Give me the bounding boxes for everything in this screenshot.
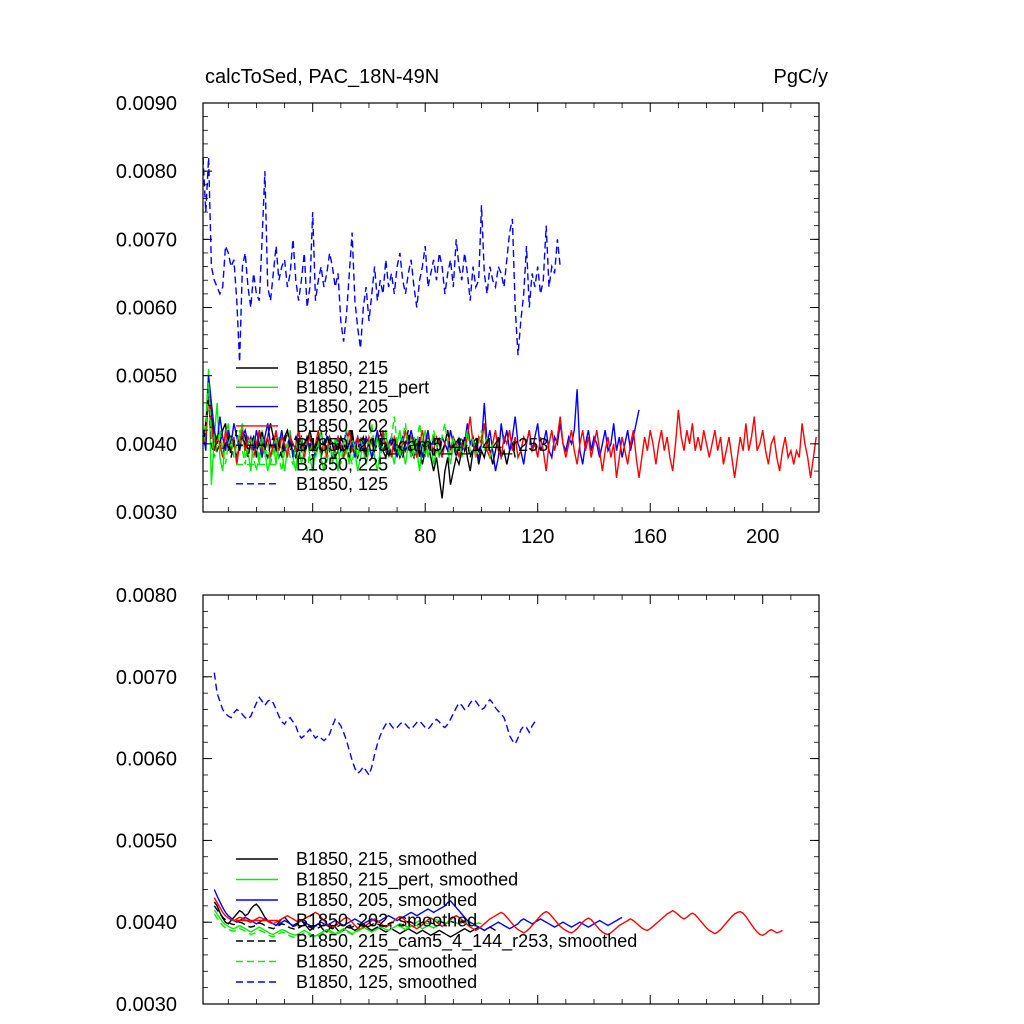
top-y-tick-label: 0.0040 bbox=[116, 434, 177, 456]
bottom-legend-label-5: B1850, 225, smoothed bbox=[296, 952, 477, 972]
bottom-y-tick-label: 0.0050 bbox=[116, 830, 177, 852]
top-series-line-6 bbox=[202, 157, 561, 363]
bottom-y-tick-label: 0.0060 bbox=[116, 749, 177, 771]
top-axes: 0.0030 0.0040 0.0050 0.0060 0.0070 0.0080 0.00… bbox=[116, 93, 820, 548]
top-x-tick-label: 40 bbox=[302, 526, 324, 548]
bottom-legend-label-4: B1850, 215_cam5_4_144_r253, smoothed bbox=[296, 931, 637, 952]
bottom-y-tick-label: 0.0070 bbox=[116, 667, 177, 689]
bottom-y-tick-label: 0.0030 bbox=[116, 994, 177, 1016]
top-legend-label-4: B1850, 215_cam5_4_144_r253 bbox=[296, 435, 548, 456]
bottom-series-line-0 bbox=[213, 901, 496, 938]
top-x-tick-label: 120 bbox=[521, 526, 554, 548]
top-series-group bbox=[202, 157, 817, 499]
top-x-tick-label: 80 bbox=[414, 526, 436, 548]
top-panel: calcToSed, PAC_18N-49N PgC/y 0.0030 0.004… bbox=[116, 66, 828, 548]
bottom-plot-frame bbox=[202, 594, 820, 1005]
bottom-series-line-2 bbox=[213, 889, 623, 932]
bottom-series-line-5 bbox=[213, 913, 482, 939]
bottom-series-line-4 bbox=[213, 905, 471, 931]
top-legend-label-6: B1850, 125 bbox=[296, 474, 388, 494]
bottom-legend-label-1: B1850, 215_pert, smoothed bbox=[296, 870, 518, 891]
top-legend-label-5: B1850, 225 bbox=[296, 455, 388, 475]
bottom-y-tick-label: 0.0080 bbox=[116, 585, 177, 607]
top-x-tick-label: 200 bbox=[746, 526, 779, 548]
top-legend-label-3: B1850, 202 bbox=[296, 416, 388, 436]
top-y-tick-label: 0.0030 bbox=[116, 502, 177, 524]
top-legend-label-2: B1850, 205 bbox=[296, 397, 388, 417]
bottom-series-group bbox=[213, 672, 783, 939]
bottom-series-line-3 bbox=[213, 897, 783, 937]
top-legend-label-0: B1850, 215 bbox=[296, 358, 388, 378]
top-series-line-3 bbox=[202, 396, 817, 478]
bottom-legend-label-0: B1850, 215, smoothed bbox=[296, 849, 477, 869]
bottom-y-tick-label: 0.0040 bbox=[116, 912, 177, 934]
top-y-tick-label: 0.0090 bbox=[116, 93, 177, 115]
top-legend-label-1: B1850, 215_pert bbox=[296, 377, 429, 398]
bottom-series-line-1 bbox=[213, 909, 443, 937]
top-y-tick-label: 0.0070 bbox=[116, 229, 177, 251]
bottom-series-line-6 bbox=[213, 672, 539, 777]
bottom-legend-label-3: B1850, 202, smoothed bbox=[296, 911, 477, 931]
top-series-line-5 bbox=[202, 382, 494, 472]
top-y-tick-label: 0.0060 bbox=[116, 298, 177, 320]
bottom-legend-label-6: B1850, 125, smoothed bbox=[296, 972, 477, 992]
top-chart-title: calcToSed, PAC_18N-49N bbox=[205, 66, 439, 88]
top-series-line-4 bbox=[202, 396, 483, 460]
bottom-axes: 0.0030 0.0040 0.0050 0.0060 0.0070 0.0080 bbox=[116, 585, 820, 1016]
top-chart-units: PgC/y bbox=[774, 66, 828, 88]
bottom-panel: 0.0030 0.0040 0.0050 0.0060 0.0070 0.0080 B18… bbox=[116, 585, 820, 1016]
top-y-tick-label: 0.0050 bbox=[116, 366, 177, 388]
top-plot-frame bbox=[202, 102, 820, 513]
top-y-tick-label: 0.0080 bbox=[116, 161, 177, 183]
bottom-legend-label-2: B1850, 205, smoothed bbox=[296, 890, 477, 910]
top-x-tick-label: 160 bbox=[634, 526, 667, 548]
